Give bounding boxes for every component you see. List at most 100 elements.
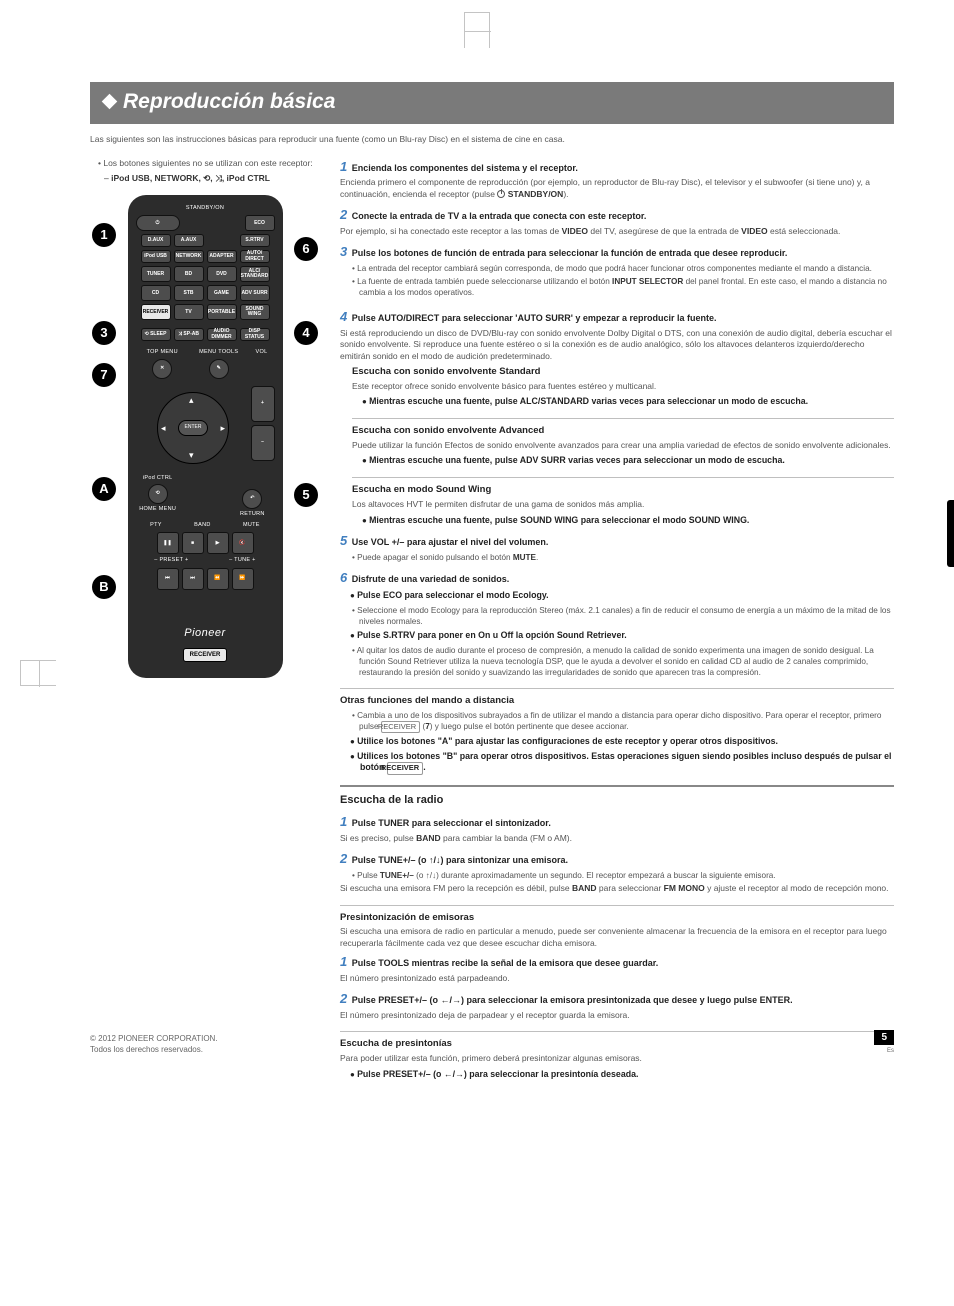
remote-pause[interactable]: ❚❚ xyxy=(157,532,179,554)
step-number: 1 xyxy=(340,159,347,174)
remote-dimmer[interactable]: AUDIO DIMMER xyxy=(207,328,237,341)
remote-ipodctrl-button[interactable]: ⟲ xyxy=(148,484,168,504)
remote-bd[interactable]: BD xyxy=(174,266,204,282)
dpad-right[interactable]: ▸ xyxy=(220,422,225,434)
remote-topmenu-label: TOP MENU xyxy=(136,349,190,356)
subsection-action: Mientras escuche una fuente, pulse ALC/S… xyxy=(362,396,894,408)
step-body: Si está reproduciendo un disco de DVD/Bl… xyxy=(340,328,894,362)
left-column: • Los botones siguientes no se utilizan … xyxy=(90,158,320,1084)
step-body: Encienda primero el componente de reprod… xyxy=(340,177,894,200)
other-functions-action-B: Utilices los botones "B" para operar otr… xyxy=(350,751,894,775)
remote-aaux[interactable]: A.AUX xyxy=(174,234,204,247)
step-body: Por ejemplo, si ha conectado este recept… xyxy=(340,226,894,237)
step-number: 4 xyxy=(340,309,347,324)
subsection-action: Mientras escuche una fuente, pulse ADV S… xyxy=(362,455,894,467)
remote-autodirect[interactable]: AUTO/ DIRECT xyxy=(240,250,270,263)
remote-topmenu-button[interactable]: ✕ xyxy=(152,359,172,379)
remote-play[interactable]: ▶ xyxy=(207,532,229,554)
callout-B: B xyxy=(92,575,116,599)
remote-eco-button[interactable]: ECO xyxy=(245,215,275,231)
remote-return-button[interactable]: ↶ xyxy=(242,489,262,509)
step-body: El número presintonizado deja de parpade… xyxy=(340,1010,894,1021)
divider xyxy=(352,418,894,419)
language-tab: Español xyxy=(947,500,954,567)
remote-rew[interactable]: ⏪ xyxy=(207,568,229,590)
preset-step-1: 1 Pulse TOOLS mientras recibe la señal d… xyxy=(340,953,894,984)
remote-illustration-wrap: 1 6 3 4 7 A 5 B STANDBY/ON ⏻ ECO D.AUX xyxy=(90,195,320,678)
subsection-title: Escucha con sonido envolvente Standard xyxy=(352,366,894,379)
section-title-band: Reproducción básica xyxy=(90,82,894,124)
remote-vol-up[interactable]: + xyxy=(251,386,275,422)
other-functions-lead: • Cambia a uno de los dispositivos subra… xyxy=(352,710,894,733)
remote-receiver-label: RECEIVER xyxy=(183,648,228,662)
remote-ff[interactable]: ⏩ xyxy=(232,568,254,590)
step-4: 4 Pulse AUTO/DIRECT para seleccionar 'AU… xyxy=(340,308,894,526)
diamond-icon xyxy=(102,94,118,110)
remote-cd[interactable]: CD xyxy=(141,285,171,301)
step-bullet: • Pulse TUNE+/– (o ↑/↓) durante aproxima… xyxy=(352,870,894,881)
remote-enter-button[interactable]: ENTER xyxy=(178,420,208,436)
other-functions-action-A: Utilice los botones "A" para ajustar las… xyxy=(350,736,894,748)
remote-srtrv[interactable]: S.RTRV xyxy=(240,234,270,247)
step-number: 1 xyxy=(340,954,347,969)
remote-network[interactable]: NETWORK xyxy=(174,250,204,263)
dpad-left[interactable]: ◂ xyxy=(161,422,166,434)
left-note-items: – iPod USB, NETWORK, ⟲, ⤨, iPod CTRL xyxy=(90,173,320,184)
remote-status[interactable]: DISP STATUS xyxy=(240,328,270,341)
step-heading: Pulse TUNER para seleccionar el sintoniz… xyxy=(352,818,551,828)
step-heading: Pulse los botones de función de entrada … xyxy=(352,248,788,258)
remote-game[interactable]: GAME xyxy=(207,285,237,301)
left-note: • Los botones siguientes no se utilizan … xyxy=(98,158,320,169)
callout-A: A xyxy=(92,477,116,501)
step6-bullet: • Seleccione el modo Ecology para la rep… xyxy=(352,605,894,627)
remote-portable[interactable]: PORTABLE xyxy=(207,304,237,320)
divider xyxy=(340,1031,894,1032)
remote-prev[interactable]: ⏮ xyxy=(157,568,179,590)
remote-tv[interactable]: TV xyxy=(174,304,204,320)
step-number: 5 xyxy=(340,533,347,548)
dpad-up[interactable]: ▴ xyxy=(189,394,194,406)
remote-soundwing[interactable]: SOUND WING xyxy=(240,304,270,320)
step-bullet: • La fuente de entrada también puede sel… xyxy=(352,276,894,298)
remote-adapter[interactable]: ADAPTER xyxy=(207,250,237,263)
two-column-layout: • Los botones siguientes no se utilizan … xyxy=(90,158,894,1084)
page-container: Reproducción básica Las siguientes son l… xyxy=(0,0,954,1123)
remote-daux[interactable]: D.AUX xyxy=(141,234,171,247)
preset-title: Presintonización de emisoras xyxy=(340,912,894,925)
step-heading: Encienda los componentes del sistema y e… xyxy=(352,163,578,173)
remote-vol-down[interactable]: – xyxy=(251,425,275,461)
subsection-title: Escucha con sonido envolvente Advanced xyxy=(352,425,894,438)
remote-mute-button[interactable]: 🔇 xyxy=(232,532,254,554)
remote-advsurr[interactable]: ADV SURR xyxy=(240,285,270,301)
remote-control: STANDBY/ON ⏻ ECO D.AUX A.AUX S.RTRV iPod… xyxy=(128,195,283,678)
subsection-soundwing: Escucha en modo Sound Wing Los altavoces… xyxy=(352,484,894,526)
divider xyxy=(340,688,894,689)
dpad-down[interactable]: ▾ xyxy=(189,449,194,461)
remote-standby-button[interactable]: ⏻ xyxy=(136,215,180,231)
remote-band-label: BAND xyxy=(194,522,210,529)
remote-stop[interactable]: ■ xyxy=(182,532,204,554)
remote-alcstd[interactable]: ALC/ STANDARD xyxy=(240,266,270,282)
remote-sleep[interactable]: ⟲ SLEEP xyxy=(141,328,171,341)
remote-stb[interactable]: STB xyxy=(174,285,204,301)
remote-next[interactable]: ⏭ xyxy=(182,568,204,590)
copyright: © 2012 PIONEER CORPORATION. Todos los de… xyxy=(90,1034,218,1056)
power-icon xyxy=(497,190,505,198)
remote-spab[interactable]: ⤨ SP-AB xyxy=(174,328,204,341)
remote-receiver-src[interactable]: RECEIVER xyxy=(141,304,171,320)
subsection-action: Mientras escuche una fuente, pulse SOUND… xyxy=(362,515,894,527)
step-bullet: • La entrada del receptor cambiará según… xyxy=(352,263,894,274)
remote-tuner[interactable]: TUNER xyxy=(141,266,171,282)
radio-section-title: Escucha de la radio xyxy=(340,793,894,808)
callout-1: 1 xyxy=(92,223,116,247)
callout-6: 6 xyxy=(294,237,318,261)
remote-tools-button[interactable]: ✎ xyxy=(209,359,229,379)
remote-ipodusb[interactable]: iPod USB xyxy=(141,250,171,263)
step6-action-srtrv: Pulse S.RTRV para poner en On u Off la o… xyxy=(350,630,894,642)
remote-dvd[interactable]: DVD xyxy=(207,266,237,282)
remote-brand: Pioneer xyxy=(136,626,275,641)
listen-preset-title: Escucha de presintonías xyxy=(340,1038,894,1051)
step-number: 2 xyxy=(340,851,347,866)
radio-step-2: 2 Pulse TUNE+/– (o ↑/↓) para sintonizar … xyxy=(340,850,894,894)
heavy-divider xyxy=(340,785,894,787)
